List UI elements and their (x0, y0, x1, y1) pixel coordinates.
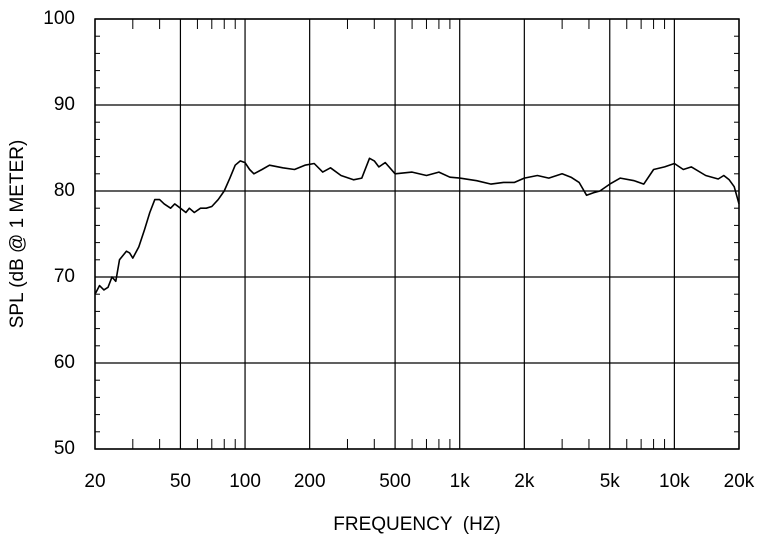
x-tick-label: 5k (600, 471, 621, 492)
x-tick-label: 500 (379, 471, 411, 492)
response-line (94, 157, 740, 295)
x-tick-label: 50 (170, 471, 191, 492)
x-tick-label: 1k (450, 471, 471, 492)
x-axis-title: FREQUENCY (HZ) (333, 514, 500, 535)
y-tick-label: 70 (54, 266, 75, 287)
y-tick-label: 50 (54, 438, 75, 459)
y-tick-label: 80 (54, 180, 75, 201)
x-tick-label: 10k (659, 471, 690, 492)
x-tick-label: 20 (84, 471, 105, 492)
x-tick-label: 20k (724, 471, 755, 492)
y-tick-label: 90 (54, 94, 75, 115)
x-tick-label: 200 (294, 471, 326, 492)
y-tick-label: 60 (54, 352, 75, 373)
x-tick-label: 100 (229, 471, 261, 492)
x-tick-label: 2k (514, 471, 535, 492)
y-tick-label: 100 (43, 8, 75, 29)
y-axis-title: SPL (dB @ 1 METER) (7, 140, 28, 329)
plot-frame (94, 18, 740, 450)
